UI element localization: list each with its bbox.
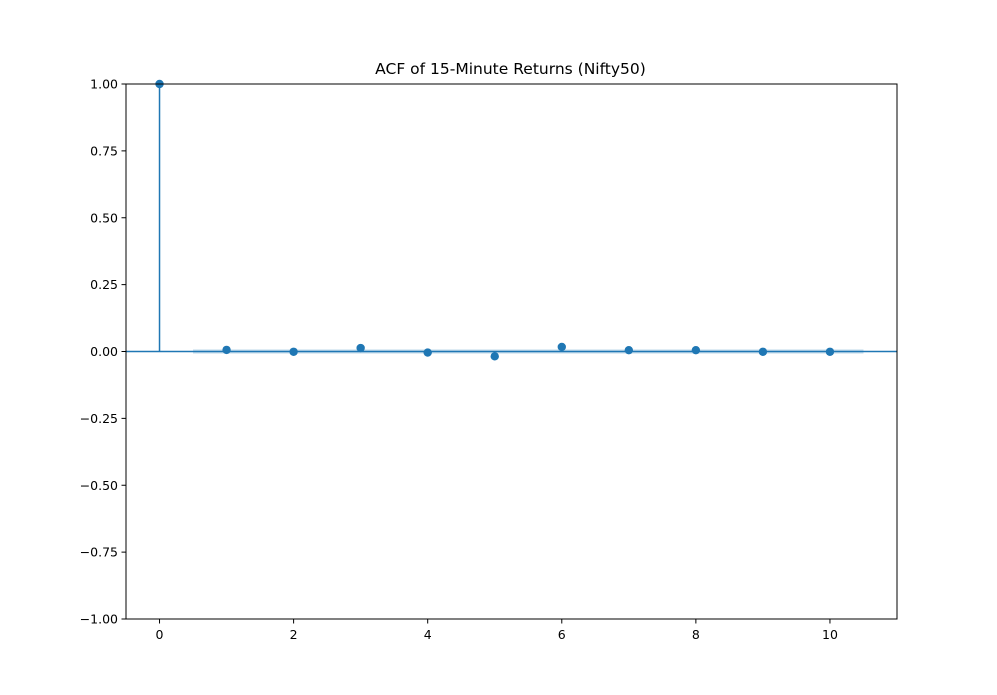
chart-title: ACF of 15-Minute Returns (Nifty50)	[375, 60, 646, 78]
y-tick-label: −0.50	[80, 478, 118, 493]
axes-layer: 0 2 4 6 8 10 1.00 0.75 0.50 0.25 0.00 −0.25 −0.50 −0.…	[80, 77, 898, 642]
y-tick-label: 0.75	[90, 143, 118, 158]
y-tick-label: 0.25	[90, 277, 118, 292]
y-tick-label: 1.00	[90, 77, 118, 92]
acf-point	[490, 352, 499, 361]
acf-point	[557, 342, 566, 352]
y-tick-label: −0.75	[80, 545, 118, 560]
marker-layer	[155, 79, 835, 361]
x-tick-label: 10	[822, 627, 838, 642]
x-tick-label: 4	[424, 627, 432, 642]
y-tick-label: −0.25	[80, 411, 118, 426]
acf-point	[222, 345, 231, 355]
acf-point	[624, 345, 634, 355]
acf-point	[691, 345, 701, 355]
acf-point	[423, 348, 432, 357]
x-tick-label: 0	[156, 627, 164, 642]
acf-point	[758, 347, 768, 356]
acf-point	[289, 347, 298, 356]
x-tick-label: 2	[290, 627, 298, 642]
acf-point	[356, 343, 365, 353]
y-tick-label: 0.00	[90, 344, 118, 359]
x-tick-label: 8	[692, 627, 700, 642]
acf-point	[825, 347, 835, 356]
y-tick-label: 0.50	[90, 210, 118, 225]
x-tick-label: 6	[558, 627, 566, 642]
y-tick-label: −1.00	[80, 612, 118, 627]
stem-layer	[158, 84, 831, 357]
